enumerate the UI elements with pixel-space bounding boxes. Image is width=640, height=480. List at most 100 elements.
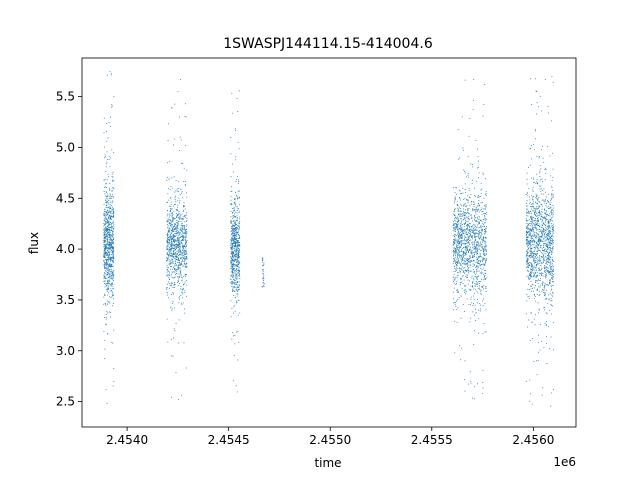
data-point xyxy=(454,268,456,270)
data-point xyxy=(459,250,461,252)
data-point xyxy=(552,246,554,248)
data-point xyxy=(105,253,107,255)
data-point xyxy=(182,216,184,218)
data-point xyxy=(475,242,477,244)
data-point xyxy=(105,246,107,248)
data-point xyxy=(169,231,171,233)
data-point xyxy=(536,263,538,265)
data-point xyxy=(178,263,180,265)
data-point xyxy=(537,279,539,281)
data-point xyxy=(533,181,535,183)
data-point xyxy=(549,274,551,276)
data-point xyxy=(238,181,240,183)
data-point xyxy=(480,232,482,234)
data-point xyxy=(176,238,178,240)
data-point xyxy=(477,276,479,278)
data-point xyxy=(533,244,535,246)
data-point xyxy=(547,221,549,223)
data-point xyxy=(477,241,479,243)
data-point xyxy=(545,219,547,221)
data-point xyxy=(534,234,536,236)
data-point xyxy=(170,263,172,265)
data-point xyxy=(236,260,238,262)
data-point xyxy=(239,251,241,253)
data-point xyxy=(175,227,177,229)
data-point xyxy=(113,96,115,98)
data-point xyxy=(465,253,467,255)
data-point xyxy=(544,271,546,273)
data-point xyxy=(458,297,460,298)
data-point xyxy=(111,278,113,280)
data-point xyxy=(168,254,170,256)
data-point xyxy=(532,267,534,269)
data-point xyxy=(173,270,175,272)
data-point xyxy=(552,236,554,238)
data-point xyxy=(529,273,531,275)
data-point xyxy=(232,265,234,267)
data-point xyxy=(543,257,545,259)
data-point xyxy=(230,248,232,250)
data-point xyxy=(529,213,531,215)
data-point xyxy=(236,246,238,248)
data-point xyxy=(237,359,239,361)
data-point xyxy=(547,237,549,239)
data-point xyxy=(182,228,184,230)
data-point xyxy=(479,231,481,233)
data-point xyxy=(232,259,234,261)
data-point xyxy=(527,265,529,267)
data-point xyxy=(103,157,105,159)
data-point xyxy=(459,216,461,218)
data-point xyxy=(167,242,169,244)
data-point xyxy=(459,241,461,243)
data-point xyxy=(461,116,463,118)
data-point xyxy=(461,237,462,239)
data-point xyxy=(172,292,174,294)
data-point xyxy=(529,78,531,80)
data-point xyxy=(171,253,173,254)
data-point xyxy=(104,358,106,360)
data-point xyxy=(178,239,180,241)
data-point xyxy=(547,248,549,250)
data-point xyxy=(177,91,179,93)
data-point xyxy=(173,252,175,254)
data-point xyxy=(112,209,114,211)
data-point xyxy=(179,261,181,263)
data-point xyxy=(238,270,240,272)
data-point xyxy=(547,259,549,261)
data-point xyxy=(178,268,180,270)
data-point xyxy=(171,208,173,210)
data-point xyxy=(107,232,109,234)
data-point xyxy=(456,260,458,262)
data-point xyxy=(531,255,533,257)
data-point xyxy=(166,275,168,277)
data-point xyxy=(532,221,534,223)
data-point xyxy=(464,235,466,237)
data-point xyxy=(460,241,462,243)
data-point xyxy=(535,78,537,80)
data-point xyxy=(112,195,114,197)
data-point xyxy=(236,215,238,217)
data-point xyxy=(485,331,487,333)
data-point xyxy=(230,176,232,178)
data-point xyxy=(239,190,241,192)
data-point xyxy=(237,237,239,239)
data-point xyxy=(530,248,532,250)
data-point xyxy=(183,235,185,237)
data-point xyxy=(106,195,108,197)
data-point xyxy=(185,284,187,286)
data-point xyxy=(544,198,546,200)
data-point xyxy=(231,281,233,283)
data-point xyxy=(532,255,534,257)
data-point xyxy=(180,217,182,219)
data-point xyxy=(545,343,547,345)
data-point xyxy=(104,215,106,217)
data-point xyxy=(172,355,174,357)
data-point xyxy=(107,212,109,214)
data-point xyxy=(481,207,483,209)
data-point xyxy=(547,229,549,231)
data-point xyxy=(457,242,459,244)
data-point xyxy=(185,234,187,236)
data-point xyxy=(107,287,109,289)
data-point xyxy=(178,243,179,245)
data-point xyxy=(543,242,545,244)
